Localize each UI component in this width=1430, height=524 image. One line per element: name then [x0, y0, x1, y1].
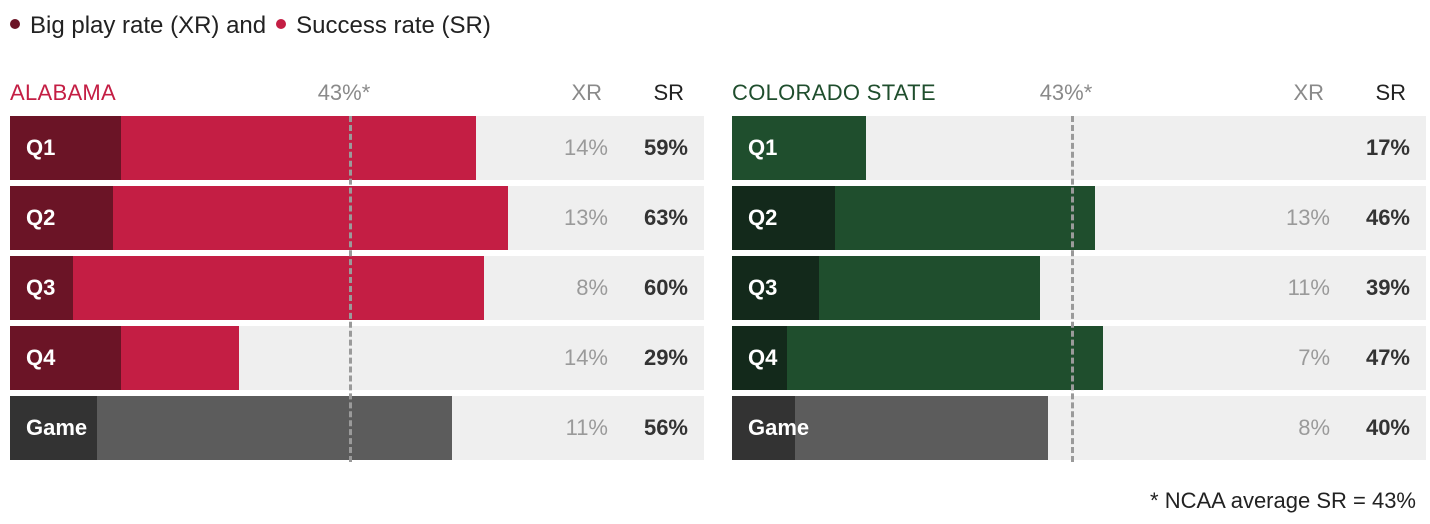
average-line [348, 116, 352, 462]
average-label: 43%* [1039, 80, 1093, 105]
legend: Big play rate (XR) and Success rate (SR) [10, 12, 491, 40]
row-q4: Q4 14% 29% [10, 326, 704, 390]
category-label: Q3 [26, 275, 56, 300]
xr-column-header: XR [1293, 80, 1324, 105]
xr-bar [732, 186, 835, 250]
category-label: Q2 [26, 205, 56, 230]
xr-bar [10, 256, 74, 320]
xr-bar [732, 396, 796, 460]
category-label: Q3 [748, 275, 778, 300]
row-q1: Q1 17% [732, 116, 1426, 180]
row-q2: Q2 13% 63% [10, 186, 704, 250]
xr-value-label: 8% [576, 275, 608, 300]
colorado-state-panel: COLORADO STATE 43%* XR SR Q1 17% Q2 13% 46% Q… [732, 70, 1426, 470]
xr-bar [10, 116, 121, 180]
xr-bar [732, 326, 788, 390]
sr-value-label: 60% [643, 275, 688, 300]
xr-bar [10, 326, 121, 390]
sr-column-header: SR [1375, 80, 1406, 105]
xr-value-label: 11% [1287, 275, 1330, 300]
xr-bar [732, 256, 819, 320]
xr-value-label: 14% [563, 345, 608, 370]
xr-value-label: 7% [1298, 345, 1330, 370]
row-game: Game 8% 40% [732, 396, 1426, 460]
xr-value-label: 13% [1285, 205, 1330, 230]
team-title: ALABAMA [10, 80, 117, 105]
footnote: * NCAA average SR = 43% [1150, 488, 1416, 513]
xr-bar [10, 396, 97, 460]
category-label: Game [26, 415, 88, 440]
xr-column-header: XR [571, 80, 602, 105]
xr-legend-dot [10, 19, 20, 29]
sr-bar [732, 326, 1104, 390]
xr-bar [10, 186, 113, 250]
row-game: Game 11% 56% [10, 396, 704, 460]
category-label: Q1 [26, 135, 56, 160]
sr-bar [732, 116, 867, 180]
team-title: COLORADO STATE [732, 80, 936, 105]
xr-legend-label: Big play rate (XR) and [30, 12, 267, 39]
sr-value-label: 17% [1365, 135, 1410, 160]
sr-value-label: 63% [643, 205, 688, 230]
alabama-panel: ALABAMA 43%* XR SR Q1 14% 59% Q2 13% 63% Q3 8% 6… [10, 70, 704, 470]
row-q2: Q2 13% 46% [732, 186, 1426, 250]
sr-value-label: 56% [643, 415, 688, 440]
sr-column-header: SR [653, 80, 684, 105]
xr-value-label: 8% [1298, 415, 1330, 440]
xr-value-label: 13% [563, 205, 608, 230]
category-label: Q4 [26, 345, 56, 370]
category-label: Q4 [748, 345, 778, 370]
average-line [1070, 116, 1074, 462]
sr-value-label: 59% [643, 135, 688, 160]
average-label: 43%* [317, 80, 371, 105]
sr-bar [10, 256, 484, 320]
xr-value-label: 11% [565, 415, 608, 440]
sr-value-label: 40% [1365, 415, 1410, 440]
sr-value-label: 47% [1365, 345, 1410, 370]
sr-value-label: 29% [643, 345, 688, 370]
xr-value-label: 14% [563, 135, 608, 160]
sr-legend-label: Success rate (SR) [296, 12, 491, 39]
category-label: Q1 [748, 135, 778, 160]
category-label: Game [748, 415, 810, 440]
sr-legend-dot [276, 19, 287, 29]
row-q4: Q4 7% 47% [732, 326, 1426, 390]
row-q3: Q3 11% 39% [732, 256, 1426, 320]
row-q3: Q3 8% 60% [10, 256, 704, 320]
category-label: Q2 [748, 205, 778, 230]
sr-value-label: 46% [1365, 205, 1410, 230]
row-q1: Q1 14% 59% [10, 116, 704, 180]
sr-value-label: 39% [1365, 275, 1410, 300]
